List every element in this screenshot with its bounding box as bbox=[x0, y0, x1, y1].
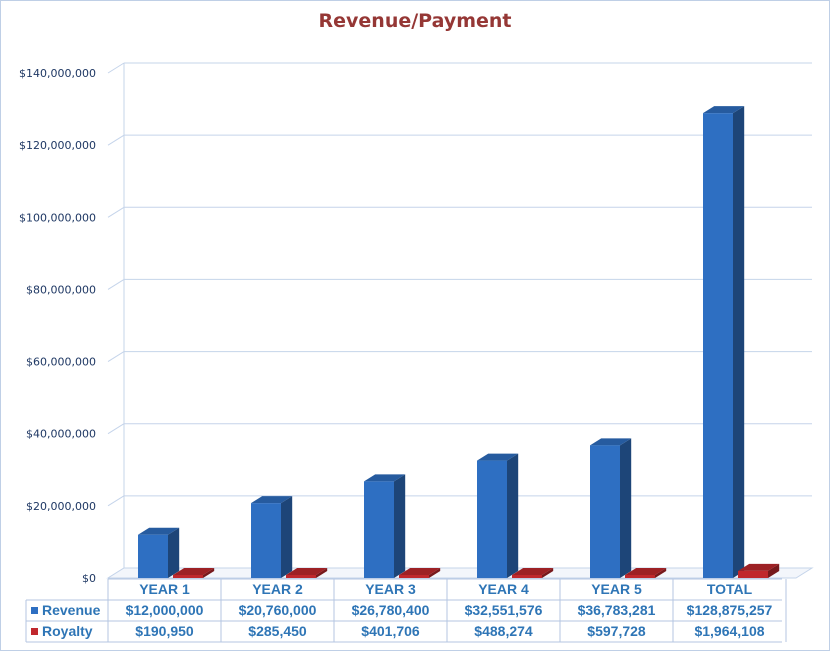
bar-revenue-side bbox=[281, 496, 293, 578]
bar-royalty-top bbox=[625, 568, 667, 575]
bar-revenue-side bbox=[394, 474, 406, 578]
gridline-side bbox=[107, 62, 125, 74]
bar-revenue-side bbox=[168, 527, 180, 578]
data-label: $1,964,108 bbox=[694, 623, 764, 639]
data-label: $190,950 bbox=[135, 623, 194, 639]
bar-royalty-side bbox=[655, 568, 667, 578]
bar-revenue bbox=[364, 481, 394, 578]
data-label: $36,783,281 bbox=[578, 602, 656, 618]
data-label: $20,760,000 bbox=[239, 602, 317, 618]
data-label: $32,551,576 bbox=[465, 602, 543, 618]
bar-royalty bbox=[625, 575, 655, 578]
bar-revenue-top bbox=[590, 438, 632, 446]
bar-royalty-side bbox=[316, 568, 328, 578]
gridline-side bbox=[107, 495, 125, 507]
bar-revenue bbox=[703, 113, 733, 578]
bar-revenue-top bbox=[703, 106, 745, 114]
bar-revenue bbox=[477, 460, 507, 578]
x-tick-label: YEAR 5 bbox=[591, 581, 642, 597]
legend-label: Royalty bbox=[42, 623, 93, 639]
bar-royalty-top bbox=[173, 568, 215, 575]
data-label: $597,728 bbox=[587, 623, 646, 639]
x-tick-label: YEAR 4 bbox=[478, 581, 529, 597]
bar-royalty-top bbox=[512, 568, 554, 575]
bar-revenue-top bbox=[251, 496, 293, 504]
data-label: $128,875,257 bbox=[687, 602, 773, 618]
legend-key bbox=[31, 628, 38, 635]
bar-royalty bbox=[399, 575, 429, 578]
bar-revenue-side bbox=[733, 106, 745, 578]
y-tick-label: $140,000,000 bbox=[19, 67, 96, 80]
legend-key bbox=[31, 607, 38, 614]
bar-royalty-side bbox=[768, 563, 780, 578]
data-label: $401,706 bbox=[361, 623, 420, 639]
gridline-side bbox=[107, 279, 125, 290]
bar-royalty-side bbox=[203, 568, 215, 578]
x-tick-label: YEAR 3 bbox=[365, 581, 416, 597]
bar-royalty-side bbox=[542, 568, 554, 578]
bar-royalty bbox=[173, 575, 203, 578]
bar-revenue bbox=[251, 503, 281, 578]
data-label: $26,780,400 bbox=[352, 602, 430, 618]
legend-label: Revenue bbox=[42, 602, 101, 618]
bar-royalty-top bbox=[399, 568, 441, 575]
bar-royalty-side bbox=[429, 568, 441, 578]
x-tick-label: YEAR 2 bbox=[252, 581, 303, 597]
y-tick-label: $120,000,000 bbox=[19, 139, 96, 152]
bar-revenue-top bbox=[364, 474, 406, 482]
bar-royalty-top bbox=[738, 563, 780, 571]
bar-revenue bbox=[590, 445, 620, 578]
x-tick-label: TOTAL bbox=[707, 581, 753, 597]
x-tick-label: YEAR 1 bbox=[139, 581, 190, 597]
y-tick-label: $20,000,000 bbox=[26, 500, 96, 513]
gridline-side bbox=[107, 351, 125, 362]
gridline-side bbox=[107, 134, 125, 146]
y-tick-label: $0 bbox=[82, 572, 96, 585]
y-tick-label: $60,000,000 bbox=[26, 356, 96, 369]
bar-revenue-top bbox=[138, 527, 180, 535]
bar-royalty-top bbox=[286, 568, 328, 575]
data-label: $285,450 bbox=[248, 623, 307, 639]
bar-revenue bbox=[138, 534, 168, 578]
bar-royalty bbox=[512, 575, 542, 578]
gridline-side bbox=[107, 206, 125, 218]
data-label: $488,274 bbox=[474, 623, 533, 639]
bar-revenue-top bbox=[477, 453, 519, 461]
bar-royalty bbox=[286, 575, 316, 578]
data-label: $12,000,000 bbox=[126, 602, 204, 618]
bar-revenue-side bbox=[507, 453, 519, 578]
gridline-side bbox=[107, 423, 125, 435]
y-tick-label: $40,000,000 bbox=[26, 428, 96, 441]
y-tick-label: $100,000,000 bbox=[19, 211, 96, 224]
chart-title: Revenue/Payment bbox=[318, 10, 512, 32]
bar-revenue-side bbox=[620, 438, 632, 578]
bar-royalty bbox=[738, 570, 768, 578]
y-tick-label: $80,000,000 bbox=[26, 283, 96, 296]
